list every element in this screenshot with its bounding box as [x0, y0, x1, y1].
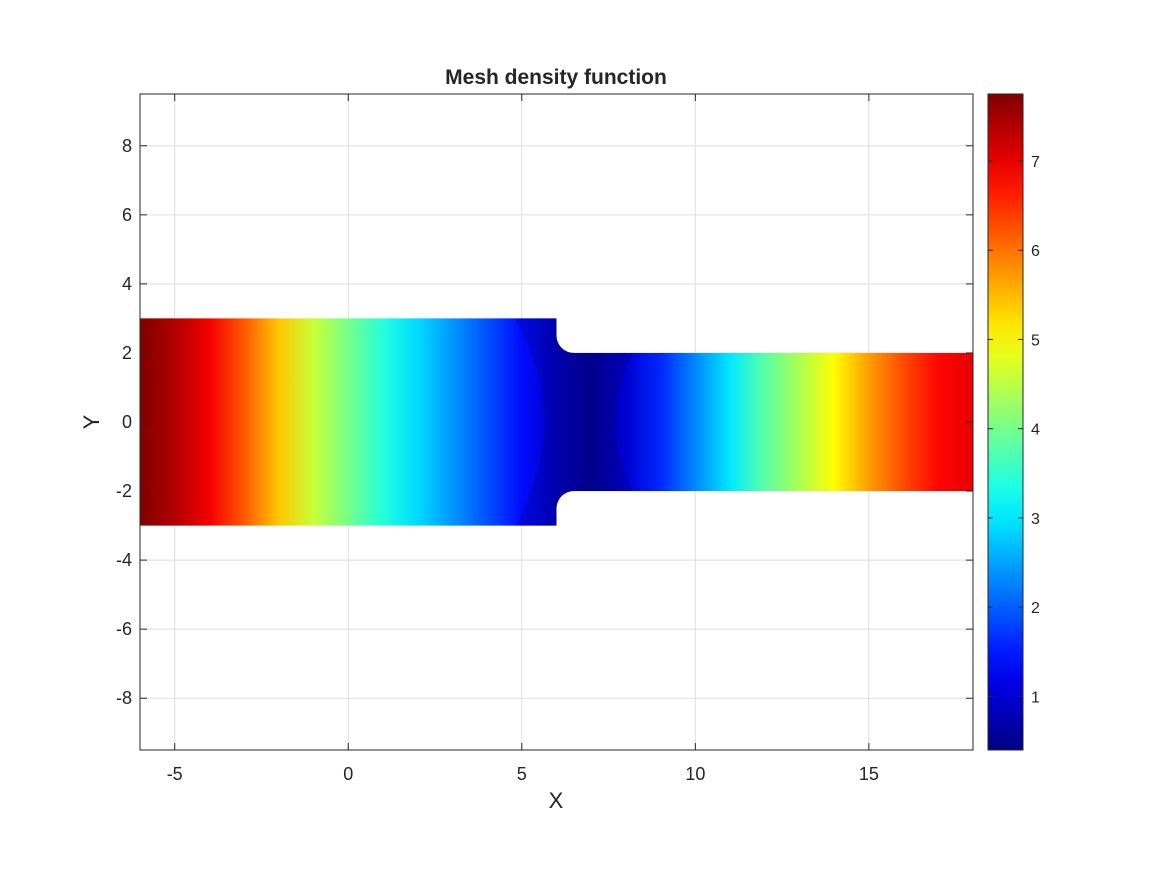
x-tick-label: 10 [685, 764, 705, 784]
colorbar-tick-label: 6 [1031, 243, 1040, 260]
x-axis-label: X [549, 788, 564, 813]
x-tick-label: -5 [167, 764, 183, 784]
y-tick-label: -6 [116, 619, 132, 639]
y-tick-label: 8 [122, 136, 132, 156]
colorbar-tick-label: 5 [1031, 332, 1040, 349]
y-tick-label: -8 [116, 688, 132, 708]
x-tick-label: 15 [859, 764, 879, 784]
colorbar-tick-label: 2 [1031, 600, 1040, 617]
colorbar-tick-label: 4 [1031, 422, 1040, 439]
y-tick-label: 4 [122, 274, 132, 294]
colorbar-ticks: 1 2 3 4 5 6 7 [988, 154, 1040, 706]
mesh-domain-shading [514, 318, 633, 526]
y-axis-label: Y [79, 414, 104, 429]
colorbar-tick-label: 1 [1031, 689, 1040, 706]
colorbar [987, 93, 1024, 751]
axis-ticks: -5 0 5 10 15 -8 -6 -4 -2 0 2 4 6 8 [116, 94, 973, 784]
colorbar-tick-label: 3 [1031, 511, 1040, 528]
y-tick-label: 0 [122, 412, 132, 432]
x-tick-label: 5 [517, 764, 527, 784]
colorbar-tick-label: 7 [1031, 154, 1040, 171]
chart-title: Mesh density function [445, 66, 667, 89]
y-tick-label: 6 [122, 205, 132, 225]
x-tick-label: 0 [343, 764, 353, 784]
y-tick-label: -2 [116, 481, 132, 501]
y-tick-label: -4 [116, 550, 132, 570]
y-tick-label: 2 [122, 343, 132, 363]
mesh-domain-shape [140, 318, 973, 526]
